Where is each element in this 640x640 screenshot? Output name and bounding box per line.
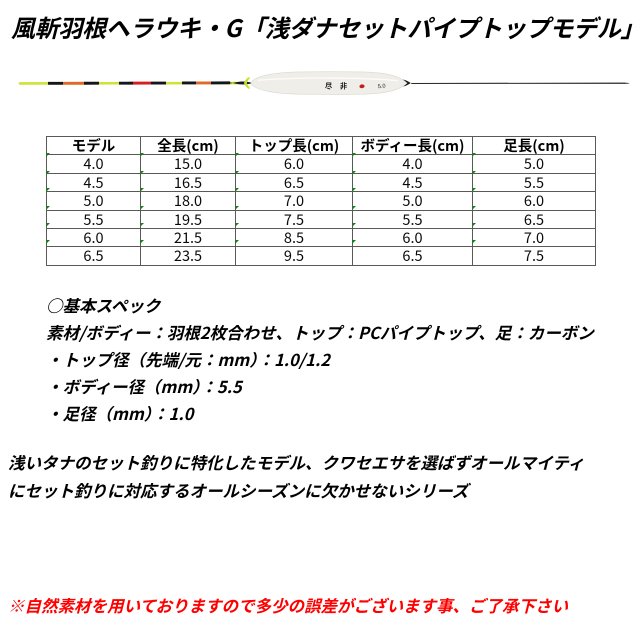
svg-text:5.0: 5.0 <box>378 84 386 91</box>
svg-text:尽: 尽 <box>325 82 333 92</box>
svg-text:非: 非 <box>340 82 347 92</box>
